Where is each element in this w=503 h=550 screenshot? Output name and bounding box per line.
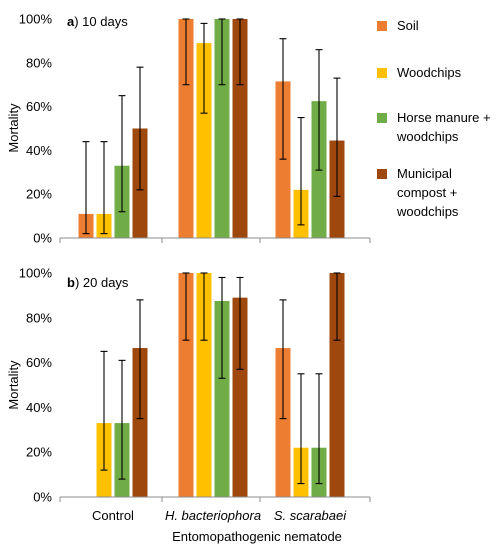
y-tick-label: 0% — [33, 490, 52, 505]
y-tick-label: 60% — [26, 99, 52, 114]
panel-letter: b — [67, 275, 75, 290]
legend-label: compost + — [397, 185, 457, 200]
y-tick-label: 40% — [26, 400, 52, 415]
panel-letter: a — [67, 14, 75, 29]
bar — [178, 19, 194, 238]
panel-b-chart: 0% 20% 40% 60% 80% 100% Mortality b) 20 days Con… — [6, 266, 371, 523]
bar — [132, 348, 148, 497]
bar — [214, 19, 230, 238]
bar — [232, 19, 248, 238]
legend-swatch — [377, 113, 387, 123]
y-tick-label: 80% — [26, 310, 52, 325]
y-axis-label: Mortality — [6, 103, 21, 153]
y-tick-label: 80% — [26, 55, 52, 70]
y-tick-label: 0% — [33, 231, 52, 246]
x-tick-label: H. bacteriophora — [165, 508, 261, 523]
x-tick-label: S. scarabaei — [274, 508, 347, 523]
panel-title-text: ) 10 days — [74, 14, 128, 29]
legend: Soil Woodchips Horse manure + woodchips Muni… — [377, 18, 491, 219]
legend-label: Soil — [397, 18, 419, 33]
y-tick-label: 100% — [19, 12, 53, 27]
y-tick-label: 20% — [26, 187, 52, 202]
x-axis-label: Entomopathogenic nematode — [172, 529, 342, 544]
y-tick-label: 40% — [26, 143, 52, 158]
bar — [214, 301, 230, 497]
y-tick-label: 100% — [19, 266, 53, 281]
bar — [232, 297, 248, 497]
panel-a-chart: 0% 20% 40% 60% 80% 100% Mortality a) 10 days — [6, 12, 371, 246]
y-axis-label: Mortality — [6, 360, 21, 410]
legend-swatch — [377, 169, 387, 179]
bar — [329, 273, 345, 497]
x-tick-label: Control — [92, 508, 134, 523]
legend-label: woodchips — [396, 129, 459, 144]
legend-label: Municipal — [397, 166, 452, 181]
legend-label: Woodchips — [397, 65, 462, 80]
bar — [178, 273, 194, 497]
bar — [196, 43, 212, 239]
y-tick-label: 60% — [26, 355, 52, 370]
y-tick-label: 20% — [26, 445, 52, 460]
legend-label: Horse manure + — [397, 110, 491, 125]
legend-swatch — [377, 21, 387, 31]
panel-title: b) 20 days — [67, 275, 129, 290]
panel-title-text: ) 20 days — [75, 275, 129, 290]
bar — [275, 348, 291, 497]
panel-title: a) 10 days — [67, 14, 128, 29]
bar — [196, 273, 212, 497]
legend-swatch — [377, 68, 387, 78]
legend-label: woodchips — [396, 204, 459, 219]
